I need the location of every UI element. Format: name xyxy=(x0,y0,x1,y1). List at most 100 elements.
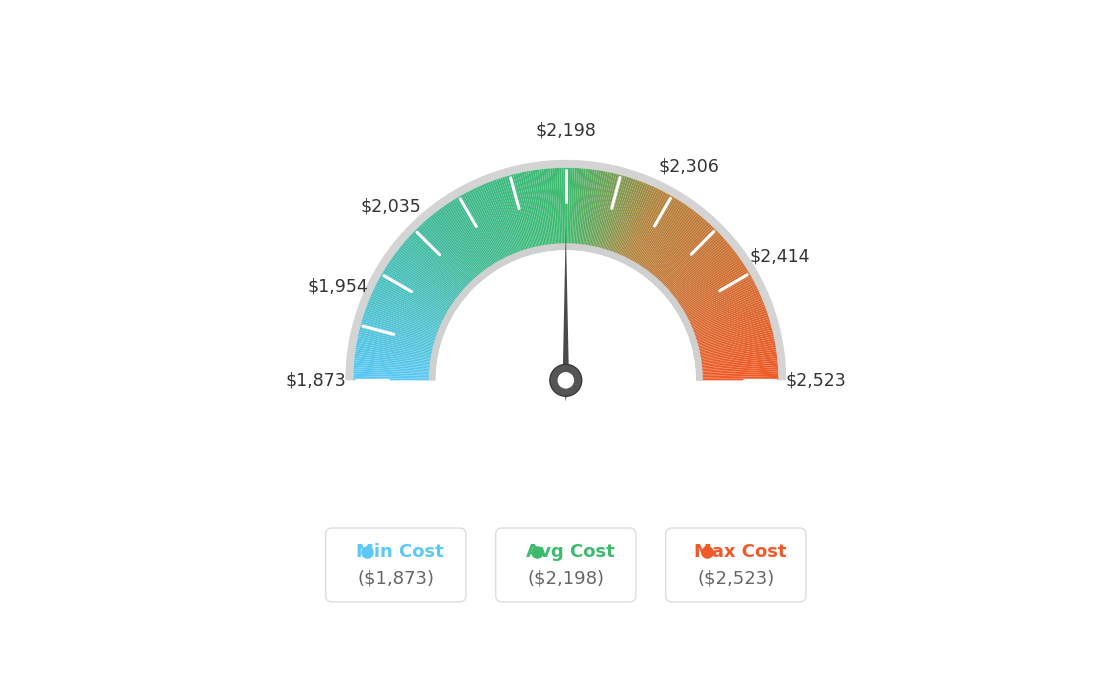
Wedge shape xyxy=(518,173,538,254)
Text: $2,035: $2,035 xyxy=(360,197,421,215)
Wedge shape xyxy=(652,222,710,284)
Wedge shape xyxy=(363,315,442,342)
Wedge shape xyxy=(575,168,584,250)
Wedge shape xyxy=(683,290,760,326)
Wedge shape xyxy=(587,171,604,253)
Wedge shape xyxy=(696,376,778,379)
Wedge shape xyxy=(450,201,496,271)
Wedge shape xyxy=(671,255,739,305)
Wedge shape xyxy=(368,302,445,334)
Wedge shape xyxy=(694,351,776,364)
Wedge shape xyxy=(696,367,778,373)
Wedge shape xyxy=(443,206,491,274)
Wedge shape xyxy=(379,278,452,319)
Wedge shape xyxy=(669,250,735,302)
Wedge shape xyxy=(643,208,692,276)
Wedge shape xyxy=(403,241,467,296)
Wedge shape xyxy=(563,168,565,250)
Wedge shape xyxy=(595,173,616,254)
Wedge shape xyxy=(682,286,757,324)
Wedge shape xyxy=(690,319,769,344)
Wedge shape xyxy=(541,169,552,251)
Wedge shape xyxy=(384,268,455,313)
Wedge shape xyxy=(496,179,524,257)
Wedge shape xyxy=(388,263,457,309)
Wedge shape xyxy=(574,168,582,250)
Wedge shape xyxy=(431,215,484,280)
Wedge shape xyxy=(665,241,729,296)
Wedge shape xyxy=(675,263,744,309)
Wedge shape xyxy=(639,204,687,273)
Wedge shape xyxy=(509,175,532,255)
Wedge shape xyxy=(401,245,466,298)
Wedge shape xyxy=(605,177,631,257)
Text: $1,873: $1,873 xyxy=(286,371,347,389)
Wedge shape xyxy=(511,175,533,255)
Text: ($2,198): ($2,198) xyxy=(528,569,604,587)
Wedge shape xyxy=(490,181,520,259)
Wedge shape xyxy=(428,244,703,380)
Wedge shape xyxy=(686,298,763,331)
Wedge shape xyxy=(612,181,641,259)
Wedge shape xyxy=(649,217,703,281)
Wedge shape xyxy=(354,362,436,371)
Circle shape xyxy=(558,372,574,388)
Wedge shape xyxy=(623,189,660,264)
Wedge shape xyxy=(436,250,696,380)
Wedge shape xyxy=(636,201,681,271)
Wedge shape xyxy=(474,188,510,263)
Wedge shape xyxy=(679,276,752,317)
Wedge shape xyxy=(677,268,747,313)
Wedge shape xyxy=(386,264,457,310)
Wedge shape xyxy=(548,168,556,250)
Text: $1,954: $1,954 xyxy=(307,277,368,295)
Wedge shape xyxy=(668,248,734,301)
Wedge shape xyxy=(582,170,595,251)
Wedge shape xyxy=(660,235,722,293)
Wedge shape xyxy=(363,313,443,340)
Wedge shape xyxy=(528,171,544,253)
Wedge shape xyxy=(591,172,608,253)
Text: Max Cost: Max Cost xyxy=(693,542,786,560)
Wedge shape xyxy=(411,233,471,291)
Wedge shape xyxy=(635,199,680,270)
Wedge shape xyxy=(571,168,577,250)
Wedge shape xyxy=(688,304,765,335)
Wedge shape xyxy=(592,172,611,253)
Wedge shape xyxy=(361,321,440,345)
Wedge shape xyxy=(484,184,517,260)
Wedge shape xyxy=(360,328,439,349)
Wedge shape xyxy=(644,210,694,277)
Wedge shape xyxy=(373,288,448,325)
Wedge shape xyxy=(380,276,453,317)
Wedge shape xyxy=(550,168,558,250)
Wedge shape xyxy=(655,226,713,286)
Wedge shape xyxy=(565,168,569,250)
Wedge shape xyxy=(654,224,711,286)
Wedge shape xyxy=(696,360,777,369)
Wedge shape xyxy=(394,254,461,304)
Wedge shape xyxy=(693,340,775,357)
Wedge shape xyxy=(370,296,446,330)
Wedge shape xyxy=(687,300,763,333)
Wedge shape xyxy=(625,191,665,265)
Wedge shape xyxy=(469,190,508,264)
Wedge shape xyxy=(675,264,745,310)
Wedge shape xyxy=(693,336,774,355)
Wedge shape xyxy=(359,330,439,351)
Wedge shape xyxy=(425,219,480,283)
Wedge shape xyxy=(357,343,437,359)
Wedge shape xyxy=(393,255,460,305)
Wedge shape xyxy=(682,284,756,322)
Wedge shape xyxy=(448,202,495,272)
Wedge shape xyxy=(405,240,468,295)
Wedge shape xyxy=(689,310,767,339)
Wedge shape xyxy=(584,170,597,252)
Wedge shape xyxy=(676,266,746,312)
Wedge shape xyxy=(650,218,704,282)
Wedge shape xyxy=(664,240,726,295)
Wedge shape xyxy=(683,288,758,325)
Wedge shape xyxy=(521,172,540,253)
Wedge shape xyxy=(459,195,502,268)
Wedge shape xyxy=(402,243,466,297)
